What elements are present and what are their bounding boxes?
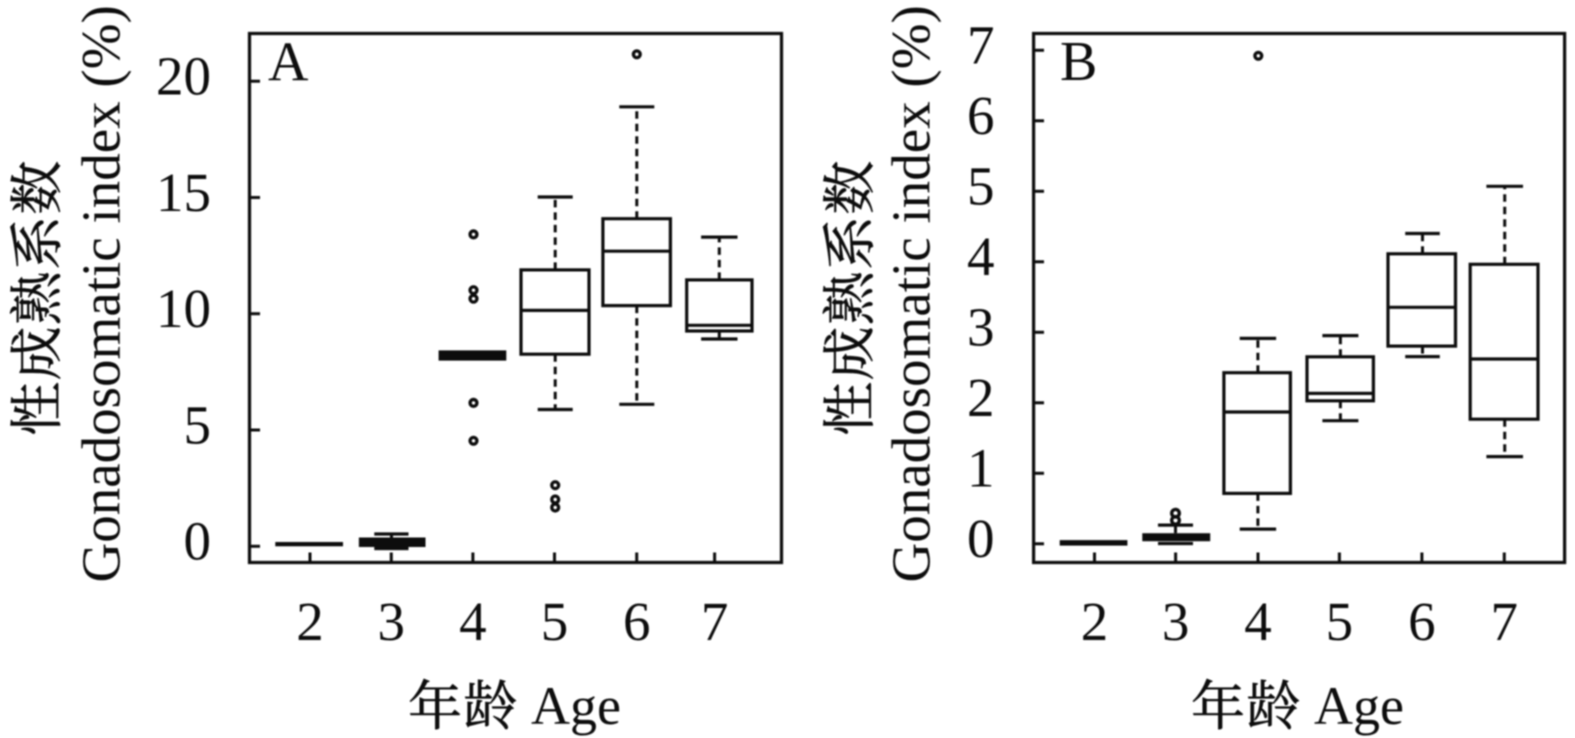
svg-text:Gonadosomatic index (%): Gonadosomatic index (%) xyxy=(881,5,942,582)
svg-text:2: 2 xyxy=(296,591,324,652)
svg-text:15: 15 xyxy=(156,162,211,223)
svg-text:20: 20 xyxy=(156,46,211,107)
svg-text:0: 0 xyxy=(967,508,995,569)
svg-text:2: 2 xyxy=(967,367,995,428)
svg-text:5: 5 xyxy=(967,156,995,217)
svg-text:6: 6 xyxy=(967,85,995,146)
svg-text:B: B xyxy=(1060,31,1097,93)
svg-text:7: 7 xyxy=(967,15,995,76)
svg-text:6: 6 xyxy=(1408,591,1436,652)
svg-text:2: 2 xyxy=(1081,591,1109,652)
svg-text:5: 5 xyxy=(1326,591,1354,652)
svg-text:6: 6 xyxy=(623,591,651,652)
svg-text:3: 3 xyxy=(378,591,406,652)
svg-text:4: 4 xyxy=(459,591,487,652)
svg-text:0: 0 xyxy=(184,511,212,572)
svg-text:Gonadosomatic index (%): Gonadosomatic index (%) xyxy=(71,5,132,582)
svg-text:4: 4 xyxy=(967,226,995,287)
svg-text:A: A xyxy=(268,31,309,93)
svg-text:7: 7 xyxy=(1491,591,1519,652)
svg-text:5: 5 xyxy=(541,591,569,652)
svg-text:10: 10 xyxy=(156,278,211,339)
svg-text:1: 1 xyxy=(967,438,995,499)
svg-text:7: 7 xyxy=(701,591,729,652)
svg-text:Age: Age xyxy=(1314,676,1404,736)
svg-text:3: 3 xyxy=(1162,591,1190,652)
svg-text:4: 4 xyxy=(1244,591,1272,652)
svg-text:3: 3 xyxy=(967,297,995,358)
svg-text:5: 5 xyxy=(184,394,212,455)
svg-text:Age: Age xyxy=(531,676,621,736)
